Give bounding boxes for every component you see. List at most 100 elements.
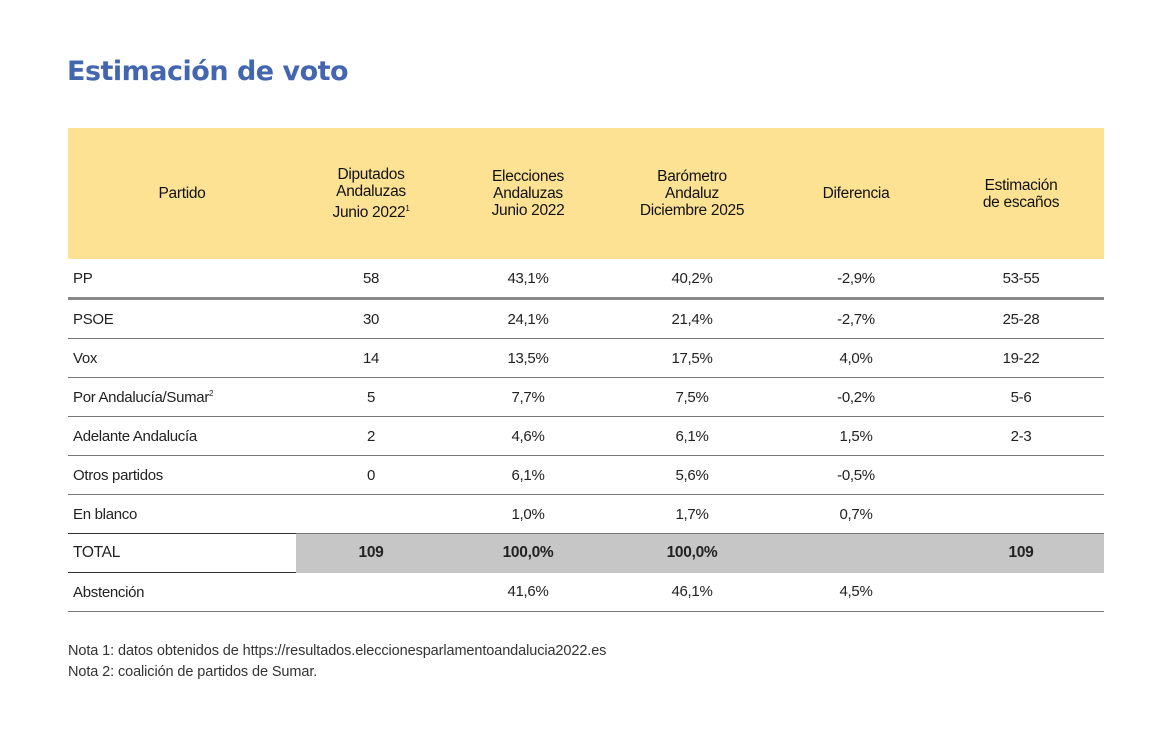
cell-value: 41,6% — [507, 583, 549, 601]
column-header-line: Andaluzas — [493, 185, 563, 202]
cell-diferencia: 1,5% — [774, 416, 938, 456]
cell-elecciones: 7,7% — [446, 377, 610, 417]
cell-barometro: 100,0% — [610, 533, 774, 573]
abstention-row: Abstención 41,6% 46,1% 4,5% — [68, 572, 1104, 612]
cell-escanos: 109 — [938, 533, 1104, 573]
cell-barometro: 1,7% — [610, 494, 774, 534]
column-header-line: Diputados — [337, 165, 405, 183]
cell-barometro: 17,5% — [610, 338, 774, 378]
cell-value: 109 — [358, 544, 384, 562]
footnote-marker: 1 — [405, 203, 410, 213]
cell-diferencia: -2,7% — [774, 298, 938, 339]
cell-value: Otros partidos — [73, 466, 164, 484]
cell-elecciones: 43,1% — [446, 259, 610, 300]
cell-value: 5 — [366, 388, 376, 406]
cell-value: -2,9% — [837, 269, 875, 287]
column-header-line: Elecciones — [492, 168, 564, 185]
column-header-barometro: Barómetro Andaluz Diciembre 2025 — [610, 128, 774, 259]
cell-partido: Otros partidos — [68, 455, 296, 495]
cell-partido: PSOE — [68, 298, 296, 339]
total-row: TOTAL 109 100,0% 100,0% 109 — [68, 533, 1104, 573]
cell-diferencia — [774, 533, 938, 573]
cell-diputados: 30 — [296, 298, 446, 339]
cell-value: 17,5% — [671, 349, 713, 367]
cell-diputados: 109 — [296, 533, 446, 573]
cell-value: En blanco — [73, 505, 138, 523]
column-header-elecciones: Elecciones Andaluzas Junio 2022 — [446, 128, 610, 259]
footnotes: Nota 1: datos obtenidos de https://resul… — [68, 641, 606, 683]
footnote-1: Nota 1: datos obtenidos de https://resul… — [68, 643, 607, 659]
column-header-line: Estimación — [984, 176, 1058, 194]
column-header-line: Barómetro — [657, 168, 727, 185]
column-header-line: Junio 2022 — [332, 204, 406, 222]
cell-partido: Abstención — [68, 572, 296, 612]
cell-value: 6,1% — [675, 427, 709, 445]
table-row: Por Andalucía/Sumar2 5 7,7% 7,5% -0,2% 5-6 — [68, 377, 1104, 417]
cell-diputados: 0 — [296, 455, 446, 495]
column-header-line: Junio 2022 — [491, 202, 565, 219]
cell-value: 5,6% — [675, 466, 709, 484]
cell-value: PSOE — [73, 310, 114, 328]
vote-estimate-table-container: Partido Diputados Andaluzas Junio 20221 Elec… — [68, 128, 1104, 612]
cell-diputados — [296, 494, 446, 534]
cell-partido: PP — [68, 259, 296, 300]
column-header-partido: Partido — [68, 128, 296, 259]
table-row: PSOE 30 24,1% 21,4% -2,7% 25-28 — [68, 298, 1104, 339]
cell-value: 5-6 — [1010, 388, 1032, 406]
cell-value: 14 — [362, 349, 380, 367]
vote-estimate-table: Partido Diputados Andaluzas Junio 20221 Elec… — [68, 128, 1104, 612]
cell-diputados: 58 — [296, 259, 446, 300]
column-header-line: Partido — [158, 185, 206, 202]
cell-barometro: 7,5% — [610, 377, 774, 417]
column-header-line: Andaluzas — [336, 182, 406, 200]
cell-diferencia: 4,0% — [774, 338, 938, 378]
table-body: PP 58 43,1% 40,2% -2,9% 53-55 PSOE 30 24,1% 21,4%… — [68, 259, 1104, 612]
cell-escanos: 2-3 — [938, 416, 1104, 456]
cell-value: 40,2% — [671, 269, 713, 287]
cell-partido: TOTAL — [68, 533, 296, 573]
cell-value: 58 — [362, 269, 380, 287]
cell-value: 53-55 — [1002, 269, 1040, 287]
cell-value: 1,7% — [675, 505, 709, 523]
cell-value: 6,1% — [511, 466, 545, 484]
cell-value: 100,0% — [666, 544, 718, 562]
cell-value: -2,7% — [837, 310, 875, 328]
column-header-line: Diferencia — [822, 185, 890, 202]
cell-escanos — [938, 572, 1104, 612]
cell-value: 2 — [366, 427, 376, 445]
cell-value: 7,5% — [675, 388, 709, 406]
cell-value: Vox — [73, 349, 98, 367]
cell-value: 2-3 — [1010, 427, 1032, 445]
cell-escanos: 5-6 — [938, 377, 1104, 417]
cell-diferencia: 4,5% — [774, 572, 938, 612]
cell-value: Abstención — [73, 583, 145, 601]
cell-value: 46,1% — [671, 583, 713, 601]
cell-barometro: 6,1% — [610, 416, 774, 456]
cell-elecciones: 41,6% — [446, 572, 610, 612]
column-header-line: Diciembre 2025 — [639, 202, 745, 219]
footnote-marker: 2 — [209, 388, 214, 398]
cell-value: 109 — [1008, 544, 1034, 562]
cell-value: 100,0% — [502, 544, 554, 562]
cell-diputados: 14 — [296, 338, 446, 378]
cell-value: 1,5% — [839, 427, 873, 445]
cell-partido: Por Andalucía/Sumar2 — [68, 377, 296, 417]
column-header-diferencia: Diferencia — [774, 128, 938, 259]
cell-value: 0 — [366, 466, 376, 484]
footnote-2: Nota 2: coalición de partidos de Sumar. — [68, 664, 318, 680]
cell-barometro: 46,1% — [610, 572, 774, 612]
cell-value: 0,7% — [839, 505, 873, 523]
cell-diferencia: -0,2% — [774, 377, 938, 417]
cell-elecciones: 4,6% — [446, 416, 610, 456]
cell-value: 4,6% — [511, 427, 545, 445]
cell-value: -0,5% — [837, 466, 875, 484]
cell-value: 1,0% — [511, 505, 545, 523]
cell-value: 19-22 — [1002, 349, 1040, 367]
cell-value: Adelante Andalucía — [73, 427, 197, 445]
cell-elecciones: 24,1% — [446, 298, 610, 339]
cell-diputados: 2 — [296, 416, 446, 456]
cell-diferencia: 0,7% — [774, 494, 938, 534]
cell-value: 7,7% — [511, 388, 545, 406]
cell-partido: Vox — [68, 338, 296, 378]
column-header-diputados: Diputados Andaluzas Junio 20221 — [296, 128, 446, 259]
